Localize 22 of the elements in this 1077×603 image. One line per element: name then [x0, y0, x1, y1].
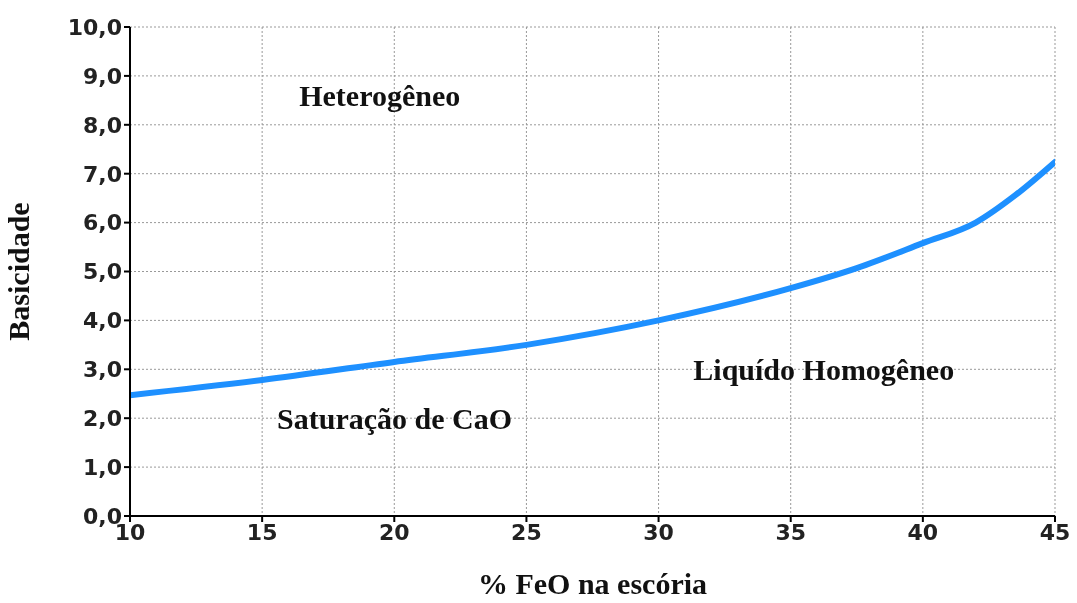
y-tick-label: 10,0 — [67, 14, 122, 40]
x-tick-label: 20 — [378, 519, 410, 545]
x-tick-label: 25 — [511, 519, 542, 545]
y-tick-label: 1,0 — [83, 454, 122, 480]
y-tick-label: 7,0 — [83, 161, 122, 187]
x-tick-label: 40 — [907, 519, 939, 545]
y-tick-label: 4,0 — [83, 308, 122, 334]
x-tick-label: 45 — [1039, 519, 1071, 545]
x-tick-label: 15 — [246, 519, 278, 545]
y-tick-label: 2,0 — [83, 406, 122, 432]
y-tick-label: 3,0 — [83, 357, 122, 383]
y-tick-label: 6,0 — [83, 210, 122, 236]
annotation: Liquído Homogêneo — [693, 352, 955, 386]
annotation: Heterogêneo — [299, 79, 461, 113]
y-tick-label: 9,0 — [83, 63, 122, 89]
y-axis-title: Basicidade — [1, 202, 35, 341]
x-tick-label: 30 — [643, 519, 674, 545]
annotation: Saturação de CaO — [277, 401, 513, 435]
x-tick-label: 35 — [775, 519, 807, 545]
y-tick-label: 5,0 — [83, 259, 122, 285]
x-axis-title: % FeO na escória — [477, 567, 708, 600]
y-tick-label: 8,0 — [83, 112, 122, 138]
